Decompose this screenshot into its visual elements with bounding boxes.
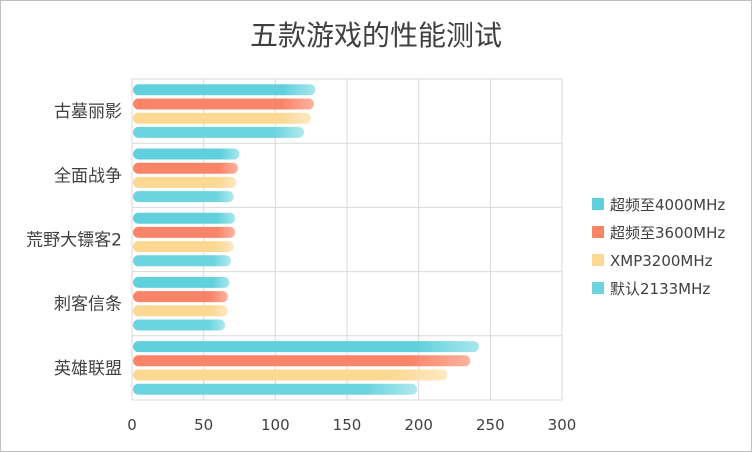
x-tick-label: 300: [548, 416, 577, 434]
x-tick-label: 100: [261, 416, 290, 434]
legend-swatch: [592, 282, 604, 294]
legend-label: 默认2133MHz: [610, 280, 710, 298]
bar: [133, 162, 239, 174]
bar: [133, 148, 240, 160]
x-tick-label: 50: [194, 416, 213, 434]
legend-swatch: [592, 226, 604, 238]
legend-swatch: [592, 198, 604, 210]
chart-title: 五款游戏的性能测试: [250, 19, 502, 52]
legend-label: XMP3200MHz: [610, 252, 713, 270]
legend: 超频至4000MHz 超频至3600MHz XMP3200MHz 默认2133MHz: [592, 196, 725, 298]
bar: [133, 355, 471, 367]
bar: [133, 226, 236, 238]
bar: [133, 241, 234, 253]
legend-label: 超频至4000MHz: [610, 196, 725, 214]
bar: [133, 341, 479, 353]
category-label: 英雄联盟: [54, 359, 122, 379]
bar: [133, 383, 418, 395]
x-tick-label: 0: [127, 416, 137, 434]
legend-swatch: [592, 254, 604, 266]
x-tick-label: 200: [404, 416, 433, 434]
bar: [133, 255, 231, 267]
bar: [133, 291, 229, 303]
bar: [133, 126, 304, 138]
category-label: 古墓丽影: [54, 102, 122, 122]
bar: [133, 305, 229, 317]
bar: [133, 212, 236, 224]
bar: [133, 112, 312, 124]
bar: [133, 191, 234, 203]
category-label: 荒野大镖客2: [26, 231, 122, 251]
x-tick-label: 250: [476, 416, 505, 434]
x-tick-label: 150: [333, 416, 362, 434]
x-tick-labels: 0 50 100 150 200 250 300: [127, 416, 576, 434]
bar: [133, 369, 448, 381]
bar: [133, 98, 315, 110]
bar: [133, 84, 316, 96]
bar: [133, 319, 226, 331]
legend-label: 超频至3600MHz: [610, 224, 725, 242]
bar: [133, 276, 230, 288]
bar: [133, 176, 237, 188]
category-label: 刺客信条: [54, 295, 122, 315]
category-label: 全面战争: [54, 166, 122, 186]
bars: [133, 84, 479, 395]
